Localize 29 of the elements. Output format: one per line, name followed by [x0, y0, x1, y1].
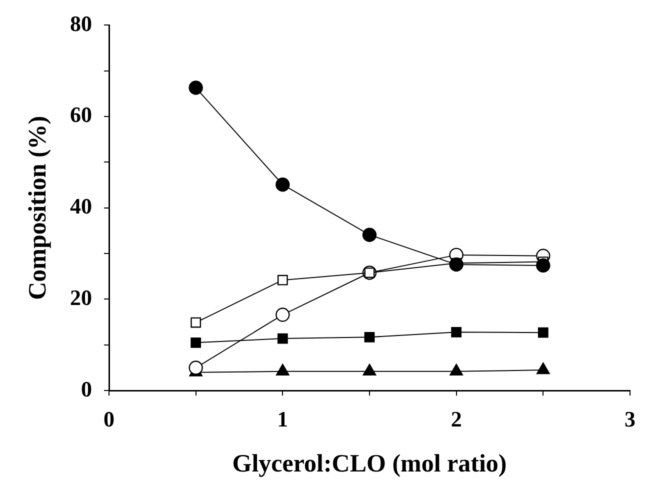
point	[277, 274, 288, 286]
x-tick-label: 2	[450, 406, 462, 432]
y-tick-label: 0	[81, 376, 92, 402]
point	[450, 364, 463, 376]
y-axis-title: Composition (%)	[24, 116, 52, 300]
point	[188, 360, 203, 375]
x-tick-label: 1	[277, 406, 288, 432]
point	[190, 317, 202, 328]
point	[276, 308, 290, 322]
y-tick-label: 20	[70, 284, 92, 310]
point	[190, 337, 202, 348]
point	[538, 327, 548, 338]
x-tick-label: 3	[624, 406, 636, 432]
point	[362, 364, 376, 376]
y-tick-label: 40	[70, 194, 92, 219]
point	[451, 326, 462, 338]
point	[276, 178, 290, 192]
point	[277, 333, 288, 344]
point	[536, 362, 550, 374]
y-tick-label: 80	[70, 10, 92, 36]
x-tick-label: 0	[104, 406, 114, 432]
point	[276, 364, 290, 376]
point	[362, 228, 377, 242]
x-axis-title: Glycerol:CLO (mol ratio)	[232, 450, 507, 478]
y-tick-label: 60	[70, 102, 92, 128]
point	[364, 332, 375, 342]
point	[536, 258, 550, 273]
point	[188, 80, 203, 95]
point	[449, 257, 464, 272]
